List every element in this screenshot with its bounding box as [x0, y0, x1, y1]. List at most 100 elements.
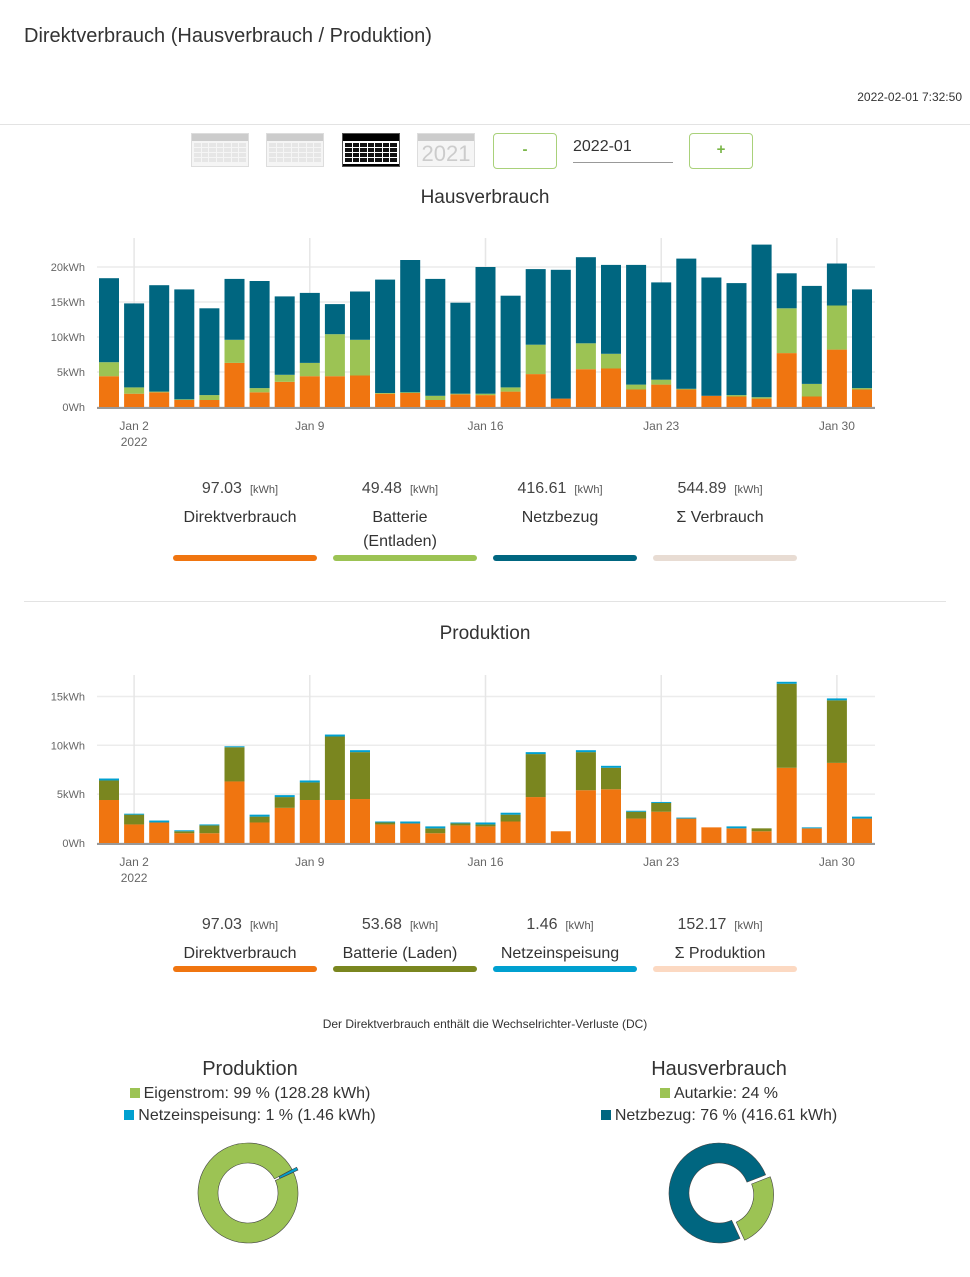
- bar-grid_feed: [776, 681, 797, 684]
- bar-grid_feed: [525, 752, 546, 755]
- bar-battery_discharge: [224, 339, 245, 363]
- bar-grid_feed: [299, 780, 320, 783]
- bar-grid_feed: [224, 746, 245, 748]
- bar-battery_charge: [350, 752, 370, 800]
- bar-battery_discharge: [425, 395, 446, 400]
- stat-color-bar: [493, 555, 637, 561]
- bar-grid_draw: [274, 296, 295, 375]
- bar-battery_charge: [124, 814, 145, 825]
- bar-battery_charge: [575, 752, 596, 791]
- month-view-button[interactable]: [342, 133, 400, 167]
- legend-item: Autarkie: 24 %: [519, 1085, 919, 1103]
- consumption-donut-legend: Hausverbrauch Autarkie: 24 % Netzbezug: …: [519, 1058, 919, 1125]
- bar-grid_draw: [99, 278, 119, 363]
- bar-direct: [826, 349, 847, 407]
- stat-direktverbrauch: 97.03 [kWh] Direktverbrauch: [160, 480, 320, 580]
- x-tick-label: Jan 9: [295, 419, 325, 433]
- bar-direct: [550, 831, 571, 843]
- bar-grid_draw: [801, 285, 822, 384]
- bar-direct: [174, 400, 195, 407]
- x-tick-label: Jan 16: [467, 855, 503, 869]
- legend-item: Netzbezug: 76 % (416.61 kWh): [519, 1107, 919, 1125]
- x-tick-label: Jan 30: [819, 855, 855, 869]
- stat-value: 416.61: [517, 480, 567, 497]
- bar-grid_feed: [676, 817, 697, 819]
- stat-color-bar: [333, 555, 477, 561]
- x-tick-label: Jan 2: [119, 419, 149, 433]
- bar-grid_draw: [701, 277, 722, 396]
- x-tick-label: Jan 30: [819, 419, 855, 433]
- bar-battery_discharge: [525, 344, 546, 375]
- stat-label: Direktverbrauch: [183, 945, 297, 962]
- bar-grid_draw: [500, 295, 521, 388]
- next-period-button[interactable]: +: [689, 133, 753, 169]
- bar-battery_discharge: [801, 383, 822, 397]
- bar-grid_draw: [726, 283, 747, 396]
- y-tick-label: 10kWh: [51, 332, 85, 344]
- bar-direct: [124, 824, 145, 843]
- stat-color-bar: [173, 966, 317, 972]
- x-tick-label: Jan 2: [119, 855, 149, 869]
- bar-battery_charge: [450, 823, 471, 826]
- stat-unit: [kWh]: [409, 920, 439, 932]
- stat-netzbezug: 416.61 [kWh] Netzbezug: [480, 480, 640, 580]
- bar-battery_discharge: [626, 384, 647, 390]
- bar-direct: [525, 374, 546, 407]
- year-view-button[interactable]: 2021: [417, 133, 475, 167]
- consumption-chart: 0Wh 5kWh 10kWh 15kWh 20kWh Jan 2 2022 Jan 9 Jan …: [51, 238, 875, 449]
- bar-battery_charge: [751, 828, 772, 832]
- bar-battery_discharge: [676, 388, 697, 390]
- stat-value: 97.03: [201, 480, 242, 497]
- bar-battery_charge: [826, 700, 847, 763]
- stat-value: 152.17: [677, 916, 727, 933]
- stat-netzeinspeisung: 1.46 [kWh] Netzeinspeisung: [480, 916, 640, 1016]
- bar-direct: [99, 800, 119, 843]
- divider: [24, 601, 946, 602]
- year-label: 2021: [421, 141, 471, 166]
- stat-batterie-entladen-: 49.48 [kWh] Batterie (Entladen): [320, 480, 480, 580]
- bar-battery_discharge: [149, 391, 170, 393]
- bar-direct: [124, 393, 145, 407]
- bar-grid_draw: [575, 257, 596, 344]
- previous-period-button[interactable]: -: [493, 133, 557, 169]
- bar-battery_discharge: [826, 305, 847, 350]
- x-tick-sublabel: 2022: [121, 871, 148, 885]
- bar-direct: [375, 393, 396, 407]
- bar-grid_feed: [375, 821, 396, 823]
- bar-battery_discharge: [324, 334, 345, 377]
- bar-grid_draw: [375, 279, 396, 393]
- bar-battery_charge: [249, 816, 270, 823]
- bar-battery_discharge: [199, 395, 220, 400]
- bar-direct: [199, 400, 220, 407]
- bar-battery_discharge: [751, 397, 772, 399]
- bar-direct: [500, 391, 521, 407]
- bar-direct: [575, 790, 596, 843]
- bar-battery_discharge: [124, 387, 145, 394]
- bar-direct: [525, 797, 546, 843]
- bar-battery_charge: [626, 811, 647, 819]
- bar-battery_discharge: [601, 353, 621, 369]
- period-input[interactable]: 2022-01: [573, 138, 673, 163]
- bar-grid_draw: [174, 289, 195, 400]
- day-view-button[interactable]: [191, 133, 249, 167]
- bar-grid_feed: [852, 816, 872, 819]
- bar-battery_charge: [224, 747, 245, 782]
- week-view-button[interactable]: [266, 133, 324, 167]
- stat-color-bar: [333, 966, 477, 972]
- bar-battery_discharge: [500, 387, 521, 392]
- stat-value: 544.89: [677, 480, 727, 497]
- bar-grid_draw: [601, 264, 621, 354]
- bar-battery_discharge: [99, 362, 119, 377]
- stat-label: Σ Verbrauch: [676, 509, 764, 526]
- y-tick-label: 0Wh: [62, 402, 85, 414]
- bar-grid_feed: [626, 810, 647, 812]
- production-donut-legend: Produktion Eigenstrom: 99 % (128.28 kWh)…: [50, 1058, 450, 1125]
- stat-label: Batterie (Entladen): [363, 509, 437, 550]
- legend-item: Eigenstrom: 99 % (128.28 kWh): [50, 1085, 450, 1103]
- bar-direct: [475, 395, 496, 407]
- bar-direct: [826, 762, 847, 843]
- bar-direct: [701, 827, 722, 843]
- bar-grid_draw: [425, 278, 446, 396]
- bar-battery_charge: [425, 828, 446, 834]
- bar-direct: [601, 368, 621, 407]
